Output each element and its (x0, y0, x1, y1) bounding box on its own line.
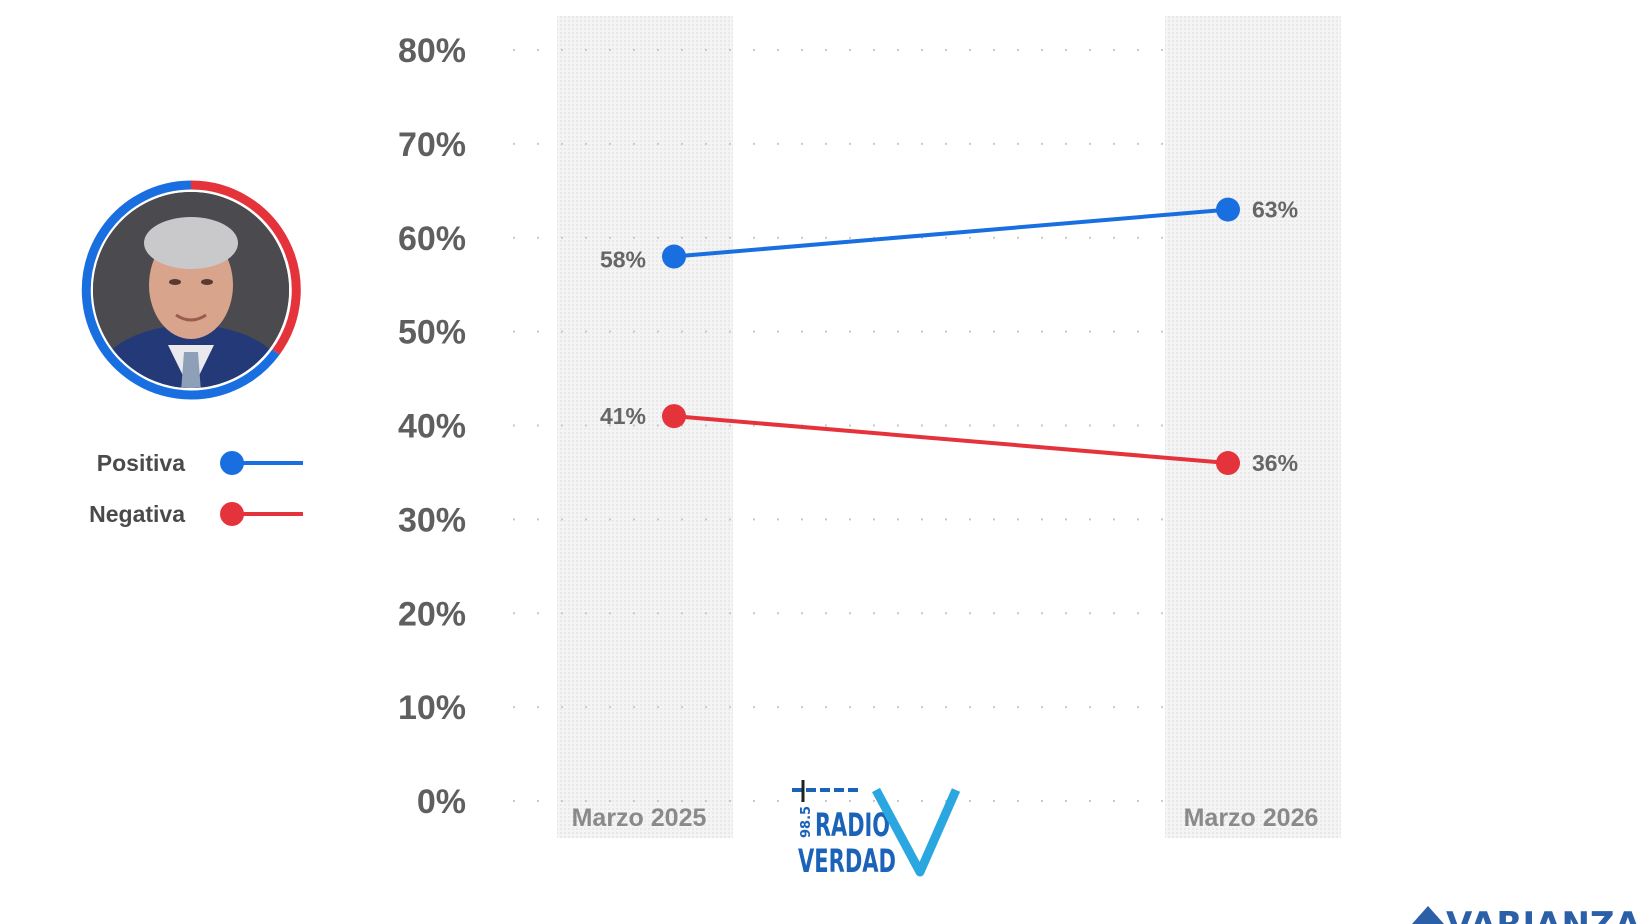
band-marzo-2025 (557, 16, 733, 838)
data-point-positiva (1216, 197, 1240, 222)
portrait-avatar (81, 180, 301, 400)
y-tick-label: 20% (398, 595, 466, 633)
x-tick-label: Marzo 2026 (1184, 804, 1319, 832)
portrait-ring-blue (81, 180, 280, 400)
y-tick-label: 70% (398, 126, 466, 164)
data-point-negativa (1216, 451, 1240, 476)
y-axis: 0% 10% 20% 30% 40% 50% 60% 70% 80% (398, 32, 466, 821)
legend-item-negativa: Negativa (89, 501, 303, 527)
y-tick-label: 10% (398, 689, 466, 727)
y-tick-label: 40% (398, 408, 466, 446)
y-tick-label: 50% (398, 314, 466, 352)
data-label-negativa-marzo-2026: 36% (1252, 450, 1298, 476)
y-tick-label: 30% (398, 501, 466, 539)
legend-marker (220, 451, 244, 475)
portrait-ring-red (190, 180, 301, 355)
data-label-positiva-marzo-2025: 58% (600, 247, 646, 273)
y-tick-label: 60% (398, 220, 466, 258)
data-point-positiva (662, 244, 686, 269)
series-layer (662, 197, 1240, 476)
series-line-positiva (673, 207, 1229, 259)
data-point-negativa (662, 404, 686, 429)
data-label-negativa-marzo-2025: 41% (600, 403, 646, 429)
category-bands (557, 16, 1341, 838)
radio-verdad-logo: 98.5 RADIO VERDAD (792, 780, 961, 880)
y-tick-label: 0% (417, 783, 466, 821)
band-marzo-2026 (1165, 16, 1341, 838)
varianza-brand: VARIANZA (1446, 905, 1640, 924)
data-label-positiva-marzo-2026: 63% (1252, 197, 1298, 223)
radio-line-1: RADIO (815, 806, 890, 844)
y-tick-label: 80% (398, 32, 466, 70)
data-labels: 58% 63% 41% 36% (600, 197, 1298, 476)
x-tick-label: Marzo 2025 (572, 804, 707, 832)
series-line-negativa (673, 414, 1229, 466)
radio-frequency: 98.5 (799, 806, 814, 838)
radio-line-2: VERDAD (798, 842, 896, 880)
legend-marker (220, 502, 244, 526)
x-axis: Marzo 2025 Marzo 2026 (572, 804, 1319, 832)
legend: Positiva Negativa (89, 450, 303, 527)
legend-label: Positiva (97, 450, 185, 476)
legend-label: Negativa (89, 501, 185, 527)
varianza-logo: VARIANZA (1412, 905, 1640, 924)
legend-item-positiva: Positiva (97, 450, 303, 476)
